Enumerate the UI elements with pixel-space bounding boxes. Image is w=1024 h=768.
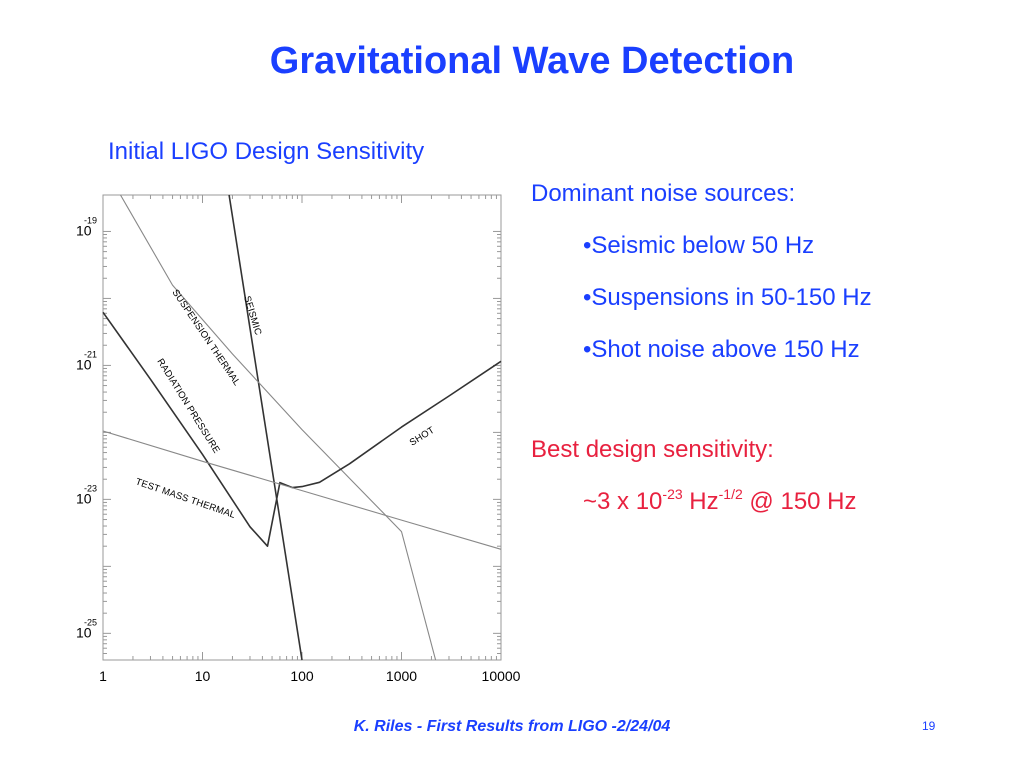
slide-title: Gravitational Wave Detection (269, 40, 795, 82)
y-tick-exponent: -19 (84, 215, 97, 225)
y-tick-label: 10 (76, 356, 92, 372)
plot-frame (102, 194, 502, 661)
label-shot: SHOT (408, 425, 437, 449)
x-tick-label: 100 (290, 668, 314, 684)
slide-footer: K. Riles - First Results from LIGO -2/24… (353, 718, 671, 735)
label-suspension-thermal: SUSPENSION THERMAL (170, 288, 243, 388)
noise-heading: Dominant noise sources: (531, 180, 796, 207)
y-tick-exponent: -23 (84, 483, 97, 493)
bullet-seismic: •Seismic below 50 Hz (583, 232, 815, 259)
page-number: 19 (922, 719, 936, 733)
axis-ticks (102, 195, 502, 661)
x-tick-label: 10 (195, 668, 211, 684)
y-tick-exponent: -25 (84, 617, 97, 627)
bullet-suspensions: •Suspensions in 50-150 Hz (583, 284, 872, 311)
best-value-unit-exponent: -1/2 (718, 486, 743, 502)
y-tick-label: 10 (76, 490, 92, 506)
best-value: ~3 x 10-23 Hz-1/2 @ 150 Hz (583, 486, 857, 516)
x-tick-label: 1000 (386, 668, 417, 684)
best-heading: Best design sensitivity: (531, 436, 774, 463)
label-radiation-pressure: RADIATION PRESSURE (154, 357, 221, 456)
bullet-shot-noise: •Shot noise above 150 Hz (583, 336, 860, 363)
best-value-suffix: @ 150 Hz (742, 488, 857, 515)
y-tick-label: 10 (76, 222, 92, 238)
curves (102, 194, 502, 661)
curve-test-mass-thermal (102, 430, 502, 550)
y-tick-label: 10 (76, 624, 92, 640)
chart-subtitle: Initial LIGO Design Sensitivity (108, 138, 425, 165)
curve-suspension-thermal (120, 194, 437, 661)
x-tick-labels: 1 10 100 1000 10000 (99, 668, 521, 684)
x-tick-label: 10000 (482, 668, 521, 684)
y-tick-exponent: -21 (84, 349, 97, 359)
best-value-exponent: -23 (662, 486, 683, 502)
best-value-unit: Hz (682, 488, 719, 515)
curve-seismic (228, 194, 303, 661)
label-seismic: SEISMIC (241, 295, 263, 337)
best-value-prefix: ~3 x 10 (583, 488, 663, 515)
x-tick-label: 1 (99, 668, 107, 684)
